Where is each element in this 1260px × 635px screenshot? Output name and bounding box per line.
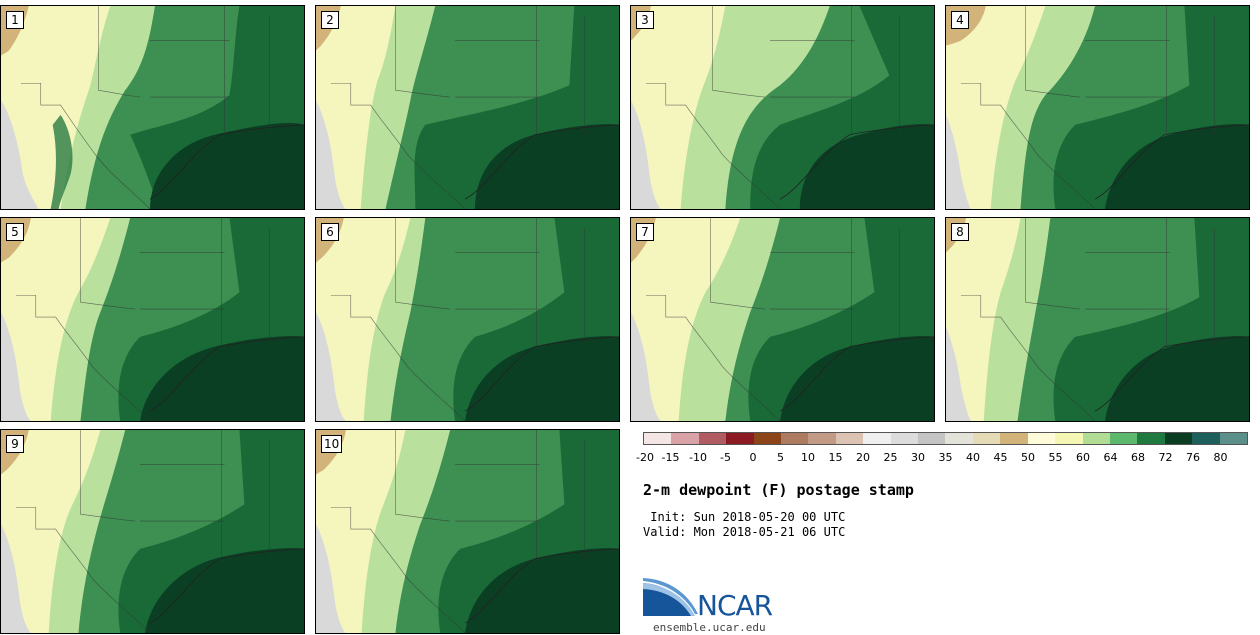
ncar-logo-icon: [643, 578, 698, 616]
colorbar-swatch: [890, 433, 919, 444]
colorbar-swatch: [972, 433, 1001, 444]
colorbar-swatch: [1219, 433, 1247, 444]
map-panel-1[interactable]: 1: [0, 5, 305, 210]
colorbar-swatch: [1027, 433, 1056, 444]
colorbar-tick-label: 55: [1048, 451, 1063, 464]
ncar-wordmark: NCAR: [697, 589, 773, 622]
colorbar-swatch: [945, 433, 973, 444]
colorbar-tick-label: 30: [911, 451, 925, 464]
map-panel-10[interactable]: 10: [315, 429, 620, 634]
colorbar-swatch: [644, 433, 672, 444]
dewpoint-map-2: [316, 6, 619, 209]
dewpoint-map-5: [1, 218, 304, 421]
colorbar-tick-label: 72: [1158, 451, 1173, 464]
colorbar-swatch: [753, 433, 782, 444]
panel-number-7: 7: [636, 223, 654, 241]
colorbar-tick-label: -10: [689, 451, 707, 464]
colorbar-tick-label: 20: [856, 451, 870, 464]
colorbar-swatch: [726, 433, 754, 444]
colorbar-tick-label: 0: [749, 451, 757, 464]
dewpoint-map-3: [631, 6, 934, 209]
dewpoint-map-1: [1, 6, 304, 209]
colorbar-swatch: [918, 433, 946, 444]
colorbar-swatch: [1082, 433, 1110, 444]
colorbar-tick-labels: -20 -15 -10 -5 0 5 10 15 20 25 30 35 40 45 50 55 60 64 68 7…: [636, 451, 1248, 465]
colorbar-swatch: [808, 433, 836, 444]
panel-number-1: 1: [6, 11, 24, 29]
colorbar-tick-label: 45: [993, 451, 1008, 464]
colorbar-swatch: [835, 433, 864, 444]
panel-number-4: 4: [951, 11, 969, 29]
panel-number-2: 2: [321, 11, 339, 29]
dewpoint-map-4: [946, 6, 1249, 209]
colorbar-tick-label: 76: [1186, 451, 1200, 464]
panel-number-8: 8: [951, 223, 969, 241]
colorbar-swatch: [1055, 433, 1083, 444]
map-panel-4[interactable]: 4: [945, 5, 1250, 210]
colorbar-tick-label: 25: [883, 451, 898, 464]
colorbar-tick-label: 80: [1213, 451, 1228, 464]
map-panel-9[interactable]: 9: [0, 429, 305, 634]
valid-time: Valid: Mon 2018-05-21 06 UTC: [643, 525, 846, 539]
dewpoint-map-8: [946, 218, 1249, 421]
dewpoint-map-9: [1, 430, 304, 633]
colorbar-swatch: [1137, 433, 1165, 444]
panel-number-3: 3: [636, 11, 654, 29]
panel-number-10: 10: [321, 435, 343, 453]
map-panel-6[interactable]: 6: [315, 217, 620, 422]
colorbar: [643, 432, 1248, 445]
colorbar-swatch: [1192, 433, 1220, 444]
panel-number-5: 5: [6, 223, 24, 241]
plot-title: 2-m dewpoint (F) postage stamp: [643, 481, 914, 499]
colorbar-tick-label: 35: [938, 451, 953, 464]
colorbar-tick-label: 64: [1103, 451, 1118, 464]
colorbar-tick-label: 15: [828, 451, 843, 464]
colorbar-tick-label: -20: [636, 451, 654, 464]
colorbar-tick-label: 5: [777, 451, 784, 464]
colorbar-tick-label: 10: [801, 451, 815, 464]
map-panel-8[interactable]: 8: [945, 217, 1250, 422]
colorbar-tick-label: -5: [720, 451, 731, 464]
colorbar-swatch: [1109, 433, 1138, 444]
colorbar-swatch: [1164, 433, 1193, 444]
panel-number-6: 6: [321, 223, 339, 241]
colorbar-tick-label: 60: [1076, 451, 1090, 464]
colorbar-swatch: [698, 433, 727, 444]
map-panel-3[interactable]: 3: [630, 5, 935, 210]
init-time: Init: Sun 2018-05-20 00 UTC: [643, 510, 846, 524]
colorbar-tick-label: 50: [1021, 451, 1035, 464]
map-panel-7[interactable]: 7: [630, 217, 935, 422]
colorbar-swatch: [1000, 433, 1028, 444]
colorbar-swatch: [863, 433, 891, 444]
map-panel-5[interactable]: 5: [0, 217, 305, 422]
panel-number-9: 9: [6, 435, 24, 453]
colorbar-tick-label: -15: [661, 451, 680, 464]
colorbar-swatch: [671, 433, 699, 444]
map-panel-2[interactable]: 2: [315, 5, 620, 210]
colorbar-swatch: [781, 433, 809, 444]
dewpoint-map-10: [316, 430, 619, 633]
dewpoint-map-6: [316, 218, 619, 421]
dewpoint-map-7: [631, 218, 934, 421]
colorbar-tick-label: 40: [966, 451, 980, 464]
ensemble-url: ensemble.ucar.edu: [653, 621, 766, 634]
colorbar-tick-label: 68: [1131, 451, 1145, 464]
